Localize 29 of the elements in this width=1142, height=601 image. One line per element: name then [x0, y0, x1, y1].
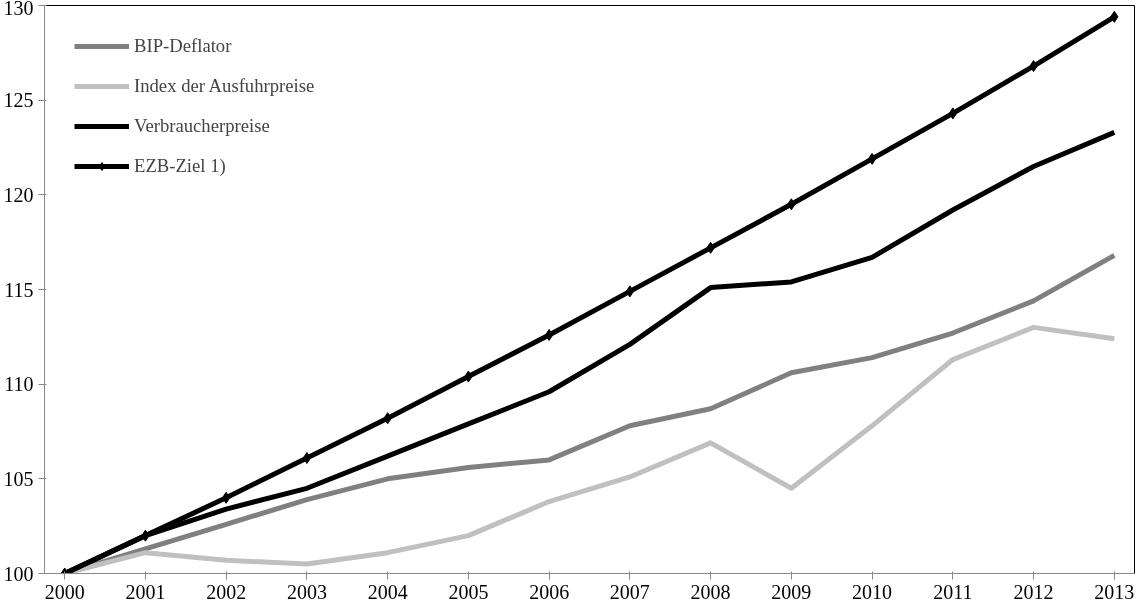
x-tick-label: 2013 [1094, 580, 1135, 601]
x-tick-label: 2007 [609, 580, 650, 601]
point [867, 152, 877, 165]
y-tick-label: 125 [3, 89, 34, 112]
x-tick-label: 2010 [852, 580, 893, 601]
x-tick-label: 2003 [286, 580, 327, 601]
legend-label: EZB-Ziel 1) [134, 155, 226, 177]
x-tick-label: 2012 [1013, 580, 1054, 601]
y-tick-label: 110 [4, 373, 34, 396]
x-tick-label: 2000 [44, 580, 85, 601]
x-tick-label: 2004 [367, 580, 408, 601]
legend-label: Verbraucherpreise [134, 115, 270, 137]
x-tick-label: 2008 [690, 580, 731, 601]
y-tick-label: 115 [4, 278, 34, 301]
point [302, 452, 312, 465]
point [625, 285, 635, 298]
point [544, 328, 554, 341]
y-tick-label: 130 [3, 0, 34, 19]
x-tick-label: 2009 [771, 580, 812, 601]
y-tick-label: 100 [3, 562, 34, 585]
legend-label: BIP-Deflator [134, 35, 232, 57]
y-tick-label: 120 [3, 183, 34, 206]
x-tick-label: 2002 [206, 580, 247, 601]
legend-label: Index der Ausfuhrpreise [134, 75, 315, 97]
x-tick-label: 2001 [125, 580, 166, 601]
x-tick-label: 2005 [448, 580, 489, 601]
x-tick-label: 2011 [933, 580, 973, 601]
x-tick-label: 2006 [529, 580, 570, 601]
y-tick-label: 105 [3, 467, 34, 490]
